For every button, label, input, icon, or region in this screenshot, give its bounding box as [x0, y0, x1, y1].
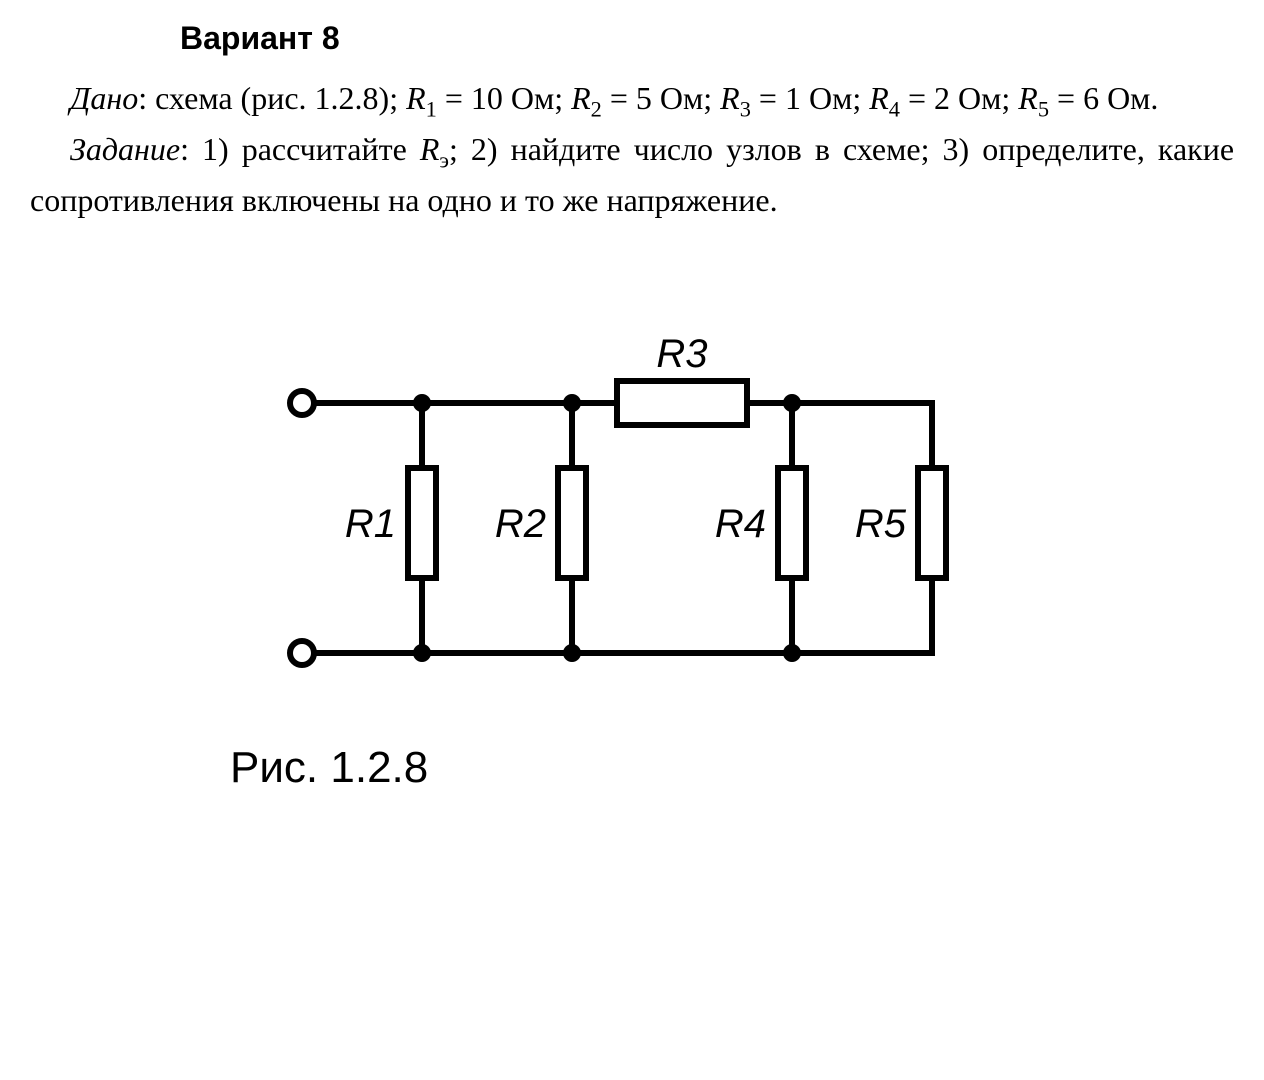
- svg-text:R1: R1: [345, 502, 396, 546]
- r2-unit: Ом: [660, 80, 703, 116]
- r1-sym: R: [406, 80, 426, 116]
- r1-val: 10: [471, 80, 503, 116]
- circuit-diagram-container: R1 R2 R3 R4 R5: [30, 283, 1234, 703]
- r5-sub: 5: [1038, 96, 1049, 121]
- svg-text:R5: R5: [855, 502, 907, 546]
- r4-sym: R: [869, 80, 889, 116]
- problem-statement: Дано: схема (рис. 1.2.8); R1 = 10 Ом; R2…: [30, 75, 1234, 223]
- variant-heading: Вариант 8: [180, 20, 1234, 57]
- svg-text:R2: R2: [495, 502, 546, 546]
- r3-sym: R: [720, 80, 740, 116]
- task-2: 2) найдите число узлов в схеме;: [471, 131, 930, 167]
- task-label: Задание: [70, 131, 180, 167]
- r4-sub: 4: [889, 96, 900, 121]
- r1-unit: Ом: [511, 80, 554, 116]
- r5-val: 6: [1083, 80, 1099, 116]
- task-paragraph: Задание: 1) рассчитайте Rэ; 2) найдите ч…: [30, 126, 1234, 223]
- scheme-ref: схема (рис. 1.2.8): [155, 80, 389, 116]
- r1-sub: 1: [426, 96, 437, 121]
- given-paragraph: Дано: схема (рис. 1.2.8); R1 = 10 Ом; R2…: [30, 75, 1234, 126]
- req-sub: э: [439, 147, 449, 172]
- r2-sym: R: [571, 80, 591, 116]
- task-1: 1) рассчитайте: [202, 131, 420, 167]
- figure-caption: Рис. 1.2.8: [230, 743, 1234, 793]
- r5-unit: Ом: [1107, 80, 1150, 116]
- given-label: Дано: [70, 80, 138, 116]
- circuit-diagram: R1 R2 R3 R4 R5: [252, 283, 1012, 703]
- svg-text:R4: R4: [715, 502, 766, 546]
- r3-val: 1: [785, 80, 801, 116]
- r3-sub: 3: [740, 96, 751, 121]
- r5-sym: R: [1018, 80, 1038, 116]
- r2-val: 5: [636, 80, 652, 116]
- r4-unit: Ом: [958, 80, 1001, 116]
- req-sym: R: [420, 131, 440, 167]
- r4-val: 2: [934, 80, 950, 116]
- r3-unit: Ом: [809, 80, 852, 116]
- svg-text:R3: R3: [656, 332, 707, 376]
- r2-sub: 2: [591, 96, 602, 121]
